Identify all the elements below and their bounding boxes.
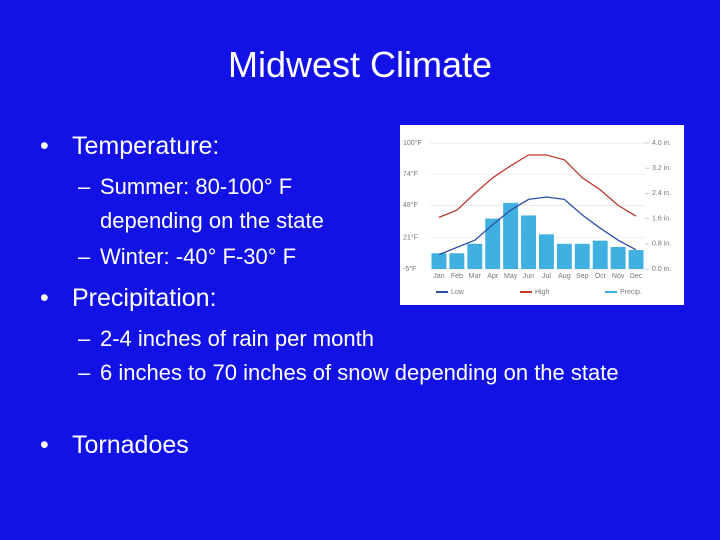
y-tick-label: 100°F bbox=[403, 139, 422, 147]
bar bbox=[628, 250, 644, 269]
y2-tick-label: 0.8 in. bbox=[652, 241, 671, 248]
x-tick-label: Oct bbox=[595, 273, 606, 280]
bar bbox=[556, 243, 572, 269]
y-tick-label: 74°F bbox=[403, 170, 418, 178]
bar bbox=[574, 243, 590, 269]
x-tick-label: Jan bbox=[433, 273, 444, 280]
y-tick-label: -5°F bbox=[403, 265, 416, 273]
bar bbox=[449, 253, 465, 269]
line bbox=[438, 154, 637, 219]
y2-tick-label: 0.0 in. bbox=[652, 266, 671, 273]
bar bbox=[521, 215, 536, 269]
y2-tick-label: 4.0 in. bbox=[652, 140, 671, 147]
y2-tick-label: 2.4 in. bbox=[652, 190, 671, 197]
legend-label: High bbox=[535, 289, 550, 296]
bullet: Tornadoes bbox=[40, 431, 189, 460]
x-tick-label: Aug bbox=[558, 273, 571, 280]
legend-label: Precip. bbox=[620, 289, 642, 296]
sub-bullet: Summer: 80-100° F depending on the state bbox=[78, 170, 370, 238]
x-tick-label: Mar bbox=[469, 273, 482, 280]
y2-tick-label: 3.2 in. bbox=[652, 165, 671, 172]
x-tick-label: Dec bbox=[630, 273, 643, 280]
x-tick-label: Jun bbox=[523, 273, 534, 280]
bullet: Temperature: bbox=[40, 132, 219, 161]
x-tick-label: May bbox=[504, 273, 518, 280]
x-tick-label: Sep bbox=[576, 273, 589, 280]
bar bbox=[610, 246, 626, 269]
bar bbox=[503, 202, 519, 269]
sub-bullet: Winter: -40° F-30° F bbox=[78, 240, 296, 274]
x-tick-label: Feb bbox=[451, 273, 463, 280]
y-tick-label: 48°F bbox=[403, 201, 418, 209]
y2-tick-label: 1.6 in. bbox=[652, 215, 671, 222]
y-tick-label: 21°F bbox=[403, 234, 418, 242]
bar bbox=[431, 253, 447, 269]
slide-title: Midwest Climate bbox=[227, 44, 493, 85]
x-tick-label: Apr bbox=[487, 273, 499, 280]
sub-bullet: 6 inches to 70 inches of snow depending … bbox=[78, 356, 660, 390]
bar bbox=[485, 218, 501, 269]
bar bbox=[539, 234, 554, 269]
legend-label: Low bbox=[451, 289, 465, 296]
x-tick-label: Jul bbox=[542, 273, 551, 280]
sub-bullet: 2-4 inches of rain per month bbox=[78, 322, 374, 356]
line bbox=[438, 196, 637, 256]
x-tick-label: Nov bbox=[612, 273, 625, 280]
bar bbox=[467, 243, 483, 269]
bullet: Precipitation: bbox=[40, 284, 216, 313]
bar bbox=[592, 240, 608, 269]
